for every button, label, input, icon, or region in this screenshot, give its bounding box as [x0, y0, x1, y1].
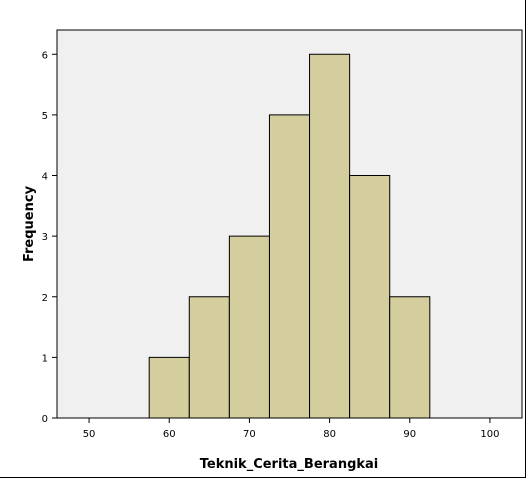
x-tick-label: 50 [83, 429, 96, 440]
histogram-bar [188, 296, 230, 419]
bar-group [148, 53, 431, 419]
y-tick-label: 2 [42, 293, 48, 304]
histogram-bar [309, 53, 351, 419]
y-tick-label: 1 [42, 353, 48, 364]
y-axis: 0 1 2 3 4 5 6 [42, 50, 57, 425]
y-tick-label: 6 [42, 50, 48, 61]
x-axis: 50 60 70 80 90 100 [83, 418, 499, 440]
histogram-bar [228, 235, 270, 419]
y-tick-label: 5 [42, 111, 48, 122]
x-tick-label: 80 [323, 429, 336, 440]
histogram-bar [268, 114, 311, 419]
histogram-bar [349, 175, 391, 419]
x-tick-label: 70 [243, 429, 256, 440]
x-tick-label: 100 [480, 429, 499, 440]
y-axis-title: Frequency [22, 185, 37, 262]
histogram-bar [389, 296, 431, 419]
y-tick-label: 3 [42, 232, 48, 243]
x-axis-title: Teknik_Cerita_Berangkai [200, 457, 379, 472]
histogram-bar [148, 356, 190, 419]
x-tick-label: 60 [163, 429, 176, 440]
y-tick-label: 4 [42, 172, 48, 183]
y-tick-label: 0 [42, 414, 48, 425]
x-tick-label: 90 [403, 429, 416, 440]
